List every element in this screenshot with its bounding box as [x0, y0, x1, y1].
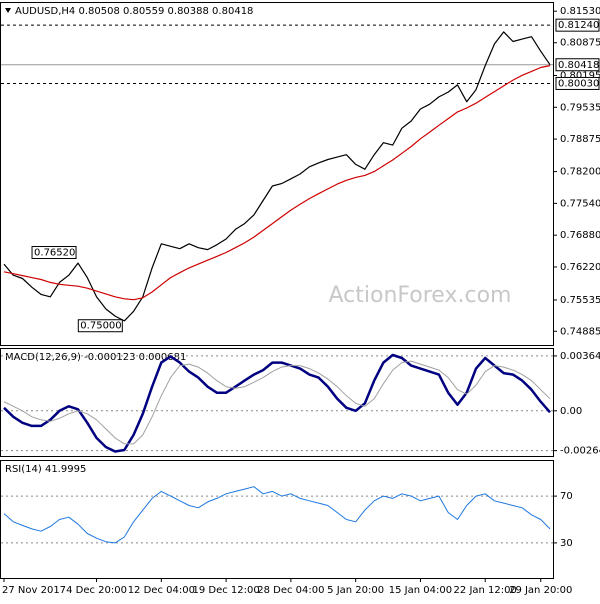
x-tick-label: 28 Dec 04:00 [257, 585, 324, 596]
x-tick-label: 22 Jan 12:00 [454, 585, 517, 596]
x-tick-label: 19 Dec 12:00 [192, 585, 259, 596]
rsi-frame [0, 460, 554, 579]
y-tick-label: 0.77540 [560, 198, 600, 209]
level-box [555, 18, 600, 32]
panel-title: RSI(14) 41.9995 [5, 464, 86, 475]
y-tick-label: 70 [560, 491, 573, 502]
y-tick-label: 0.80875 [560, 38, 600, 49]
y-tick-label: 0.00364 [560, 351, 600, 362]
x-tick-label: 15 Jan 04:00 [389, 585, 452, 596]
y-tick-label: 0.74885 [560, 326, 600, 337]
series-line [3, 65, 551, 301]
y-tick-label: 0.76880 [560, 230, 600, 241]
y-tick-label: 0.81530 [560, 6, 600, 17]
y-tick-label: 0.78875 [560, 134, 600, 145]
y-tick-label: 30 [560, 538, 573, 549]
level-box [555, 58, 600, 72]
y-tick-label: 0.80195 [560, 70, 600, 81]
x-tick-label: 29 Jan 20:00 [509, 585, 572, 596]
annotation-box [31, 246, 77, 260]
level-box [555, 76, 600, 90]
series-line [3, 31, 551, 322]
panel-title: AUDUSD,H4 0.80508 0.80559 0.80388 0.8041… [15, 6, 253, 17]
level-label: 0.80030 [558, 78, 599, 89]
series-line [3, 486, 551, 544]
annotation-label: 0.75000 [80, 321, 121, 332]
x-tick-label: 27 Nov 2017 [2, 585, 66, 596]
watermark: ActionForex.com [329, 283, 512, 308]
level-label: 0.81240 [558, 20, 599, 31]
y-tick-label: 0.00 [560, 406, 582, 417]
level-label: 0.80418 [558, 60, 599, 71]
annotation-label: 0.76520 [34, 248, 75, 259]
y-tick-label: 0.75535 [560, 295, 600, 306]
y-tick-label: -0.002644 [560, 446, 600, 457]
y-tick-label: 0.76220 [560, 262, 600, 273]
series-line [3, 360, 551, 445]
x-tick-label: 4 Dec 20:00 [66, 585, 127, 596]
x-tick-label: 12 Dec 04:00 [128, 585, 195, 596]
series-line [3, 353, 551, 453]
menu-icon [5, 8, 11, 13]
panel-title: MACD(12,26,9) -0.000123 0.000681 [5, 352, 186, 363]
y-tick-label: 0.79535 [560, 102, 600, 113]
y-tick-label: 0.78200 [560, 167, 600, 178]
x-tick-label: 5 Jan 20:00 [327, 585, 384, 596]
annotation-box [77, 319, 123, 333]
macd-frame [0, 348, 554, 457]
price-frame [0, 2, 554, 346]
